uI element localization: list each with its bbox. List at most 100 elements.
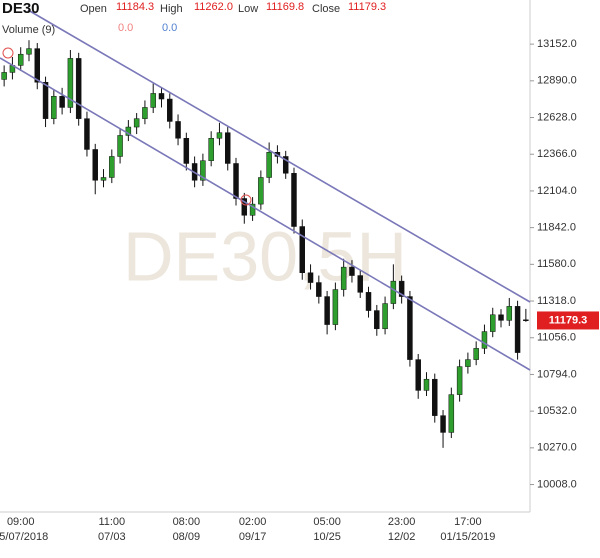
y-tick-label: 12366.0 <box>537 148 577 160</box>
candle-body <box>42 81 49 119</box>
x-tick-label: 05:00 <box>313 516 341 528</box>
value: 11179.3 <box>348 1 386 13</box>
candle-body <box>200 160 206 181</box>
y-tick-label: 10008.0 <box>537 478 577 490</box>
candle-body <box>142 107 148 119</box>
trend-line <box>0 57 531 371</box>
anchor-point <box>2 47 14 59</box>
candle-body <box>117 135 123 157</box>
trend-line <box>27 9 531 303</box>
x-tick-date: 12/02 <box>388 531 416 543</box>
y-tick-label: 11056.0 <box>537 332 576 344</box>
candle-body <box>75 58 82 119</box>
x-tick-label: 17:00 <box>454 516 482 528</box>
candle-body <box>84 118 90 150</box>
candle-body <box>1 72 7 80</box>
candle-body <box>456 366 463 395</box>
candle-body <box>490 314 496 332</box>
candle-body <box>167 98 173 122</box>
candle-body <box>216 132 223 139</box>
y-tick-label: 12104.0 <box>537 185 577 197</box>
candle-body <box>183 138 190 164</box>
candle-body <box>382 303 388 330</box>
y-tick-label: 10270.0 <box>537 442 577 454</box>
candle-body <box>100 177 107 181</box>
x-tick-label: 08:00 <box>173 516 201 528</box>
candle-body <box>316 282 322 297</box>
candle-body <box>506 306 513 321</box>
candle-body <box>307 272 314 283</box>
watermark: DE30,5H <box>123 217 407 295</box>
candle-body <box>340 266 347 290</box>
candle-body <box>514 306 521 353</box>
candle-body <box>67 58 74 108</box>
y-tick-label: 13152.0 <box>537 38 577 50</box>
candle-body <box>432 378 438 416</box>
label: Close <box>312 3 340 15</box>
candle-body <box>324 296 330 325</box>
candle-body <box>133 118 140 128</box>
candle-body <box>448 394 455 433</box>
candle-body <box>465 359 471 367</box>
candle-body <box>258 177 264 205</box>
value: 0.0 <box>118 22 133 34</box>
x-tick-label: 09:00 <box>7 516 35 528</box>
candle-body <box>398 280 405 297</box>
candle-body <box>349 266 355 276</box>
y-tick-label: 11318.0 <box>537 295 576 307</box>
candle-body <box>249 203 256 216</box>
label: Low <box>238 3 258 15</box>
candle-body <box>332 289 339 325</box>
candle-body <box>291 173 297 227</box>
candle-body <box>233 163 239 199</box>
candle-body <box>498 314 504 321</box>
candle-body <box>208 138 214 161</box>
value: 0.0 <box>162 22 177 34</box>
candle-body <box>59 95 65 108</box>
value: 11169.8 <box>266 1 304 13</box>
candle-body <box>150 93 156 108</box>
candle-body <box>390 280 397 304</box>
x-tick-date: 10/25 <box>313 531 341 543</box>
candle-body <box>481 331 488 349</box>
candle-body <box>17 53 24 66</box>
symbol: DE30 <box>2 0 40 17</box>
x-tick-label: 11:00 <box>98 516 125 528</box>
y-tick-label: 12890.0 <box>537 75 577 87</box>
x-tick-date: 07/03 <box>98 531 126 543</box>
price-tag <box>537 311 599 330</box>
candle-body <box>407 296 413 360</box>
candle-body <box>282 156 289 174</box>
y-tick-label: 10794.0 <box>537 368 577 380</box>
candle-body <box>92 149 98 181</box>
candle-body <box>175 121 181 139</box>
candle-body <box>415 359 421 391</box>
candles <box>1 40 529 448</box>
candle-body <box>374 310 380 330</box>
candle-body <box>34 48 40 83</box>
candle-body <box>266 152 272 178</box>
candle-body <box>440 415 446 433</box>
candle-body <box>26 48 32 55</box>
y-tick-label: 10532.0 <box>537 405 577 417</box>
candle-body <box>365 292 372 311</box>
value: 11262.0 <box>194 1 233 13</box>
price-tag-label: 11179.3 <box>549 314 588 326</box>
candle-body <box>51 95 57 119</box>
value: 11184.3 <box>116 1 154 13</box>
candle-body <box>423 378 430 391</box>
x-tick-date: 08/09 <box>173 531 201 543</box>
y-tick-label: 12628.0 <box>537 111 577 123</box>
y-tick-label: 11842.0 <box>537 222 576 234</box>
label: High <box>160 3 183 15</box>
candle-body <box>299 226 305 273</box>
label: Volume (9) <box>2 24 55 36</box>
y-tick-label: 11580.0 <box>537 258 576 270</box>
candle-body <box>241 198 248 216</box>
anchor-point <box>240 194 252 206</box>
x-tick-label: 23:00 <box>388 516 416 528</box>
candle-body <box>158 93 165 100</box>
